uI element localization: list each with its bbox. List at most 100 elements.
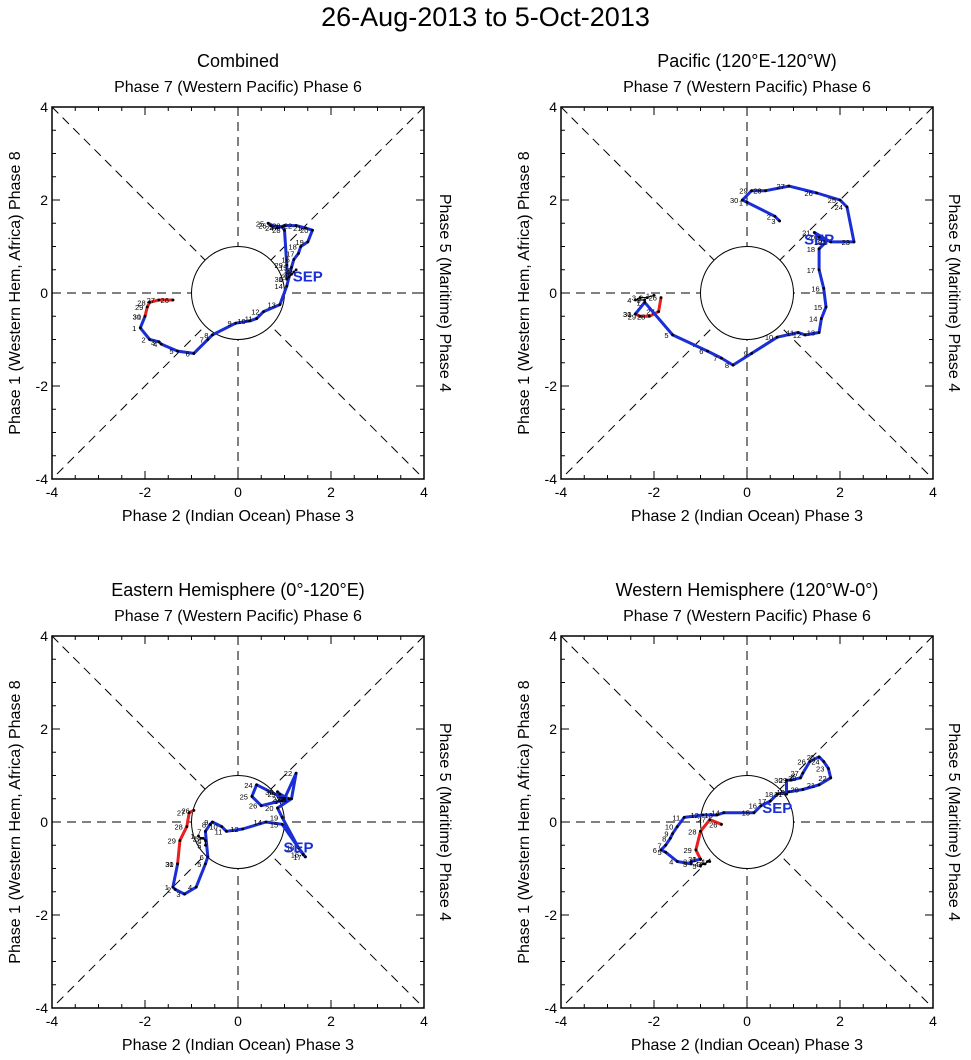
- data-point: [301, 853, 305, 856]
- data-point: [259, 804, 263, 808]
- data-point: [706, 860, 709, 863]
- x-tick-label: 2: [327, 484, 335, 500]
- day-label: 2: [683, 858, 687, 867]
- data-point: [148, 300, 152, 304]
- x-tick-label: 4: [420, 484, 428, 500]
- day-label: 1: [637, 298, 641, 307]
- day-label: 31: [133, 312, 141, 321]
- data-point: [778, 219, 781, 223]
- data-point: [280, 799, 284, 803]
- day-label: 27: [777, 182, 785, 191]
- data-point: [701, 813, 705, 817]
- data-point: [297, 846, 300, 849]
- day-label: 29: [628, 312, 636, 321]
- x-tick-label: 2: [327, 1013, 335, 1029]
- day-label: 2: [281, 273, 285, 282]
- data-point: [750, 352, 754, 355]
- day-label: 31: [165, 860, 173, 869]
- day-label: 4: [188, 883, 192, 892]
- day-label: 3: [697, 860, 701, 869]
- data-point: [720, 822, 723, 826]
- day-label: 22: [818, 774, 826, 783]
- data-point: [276, 226, 279, 230]
- day-label: 13: [704, 811, 712, 820]
- data-point: [292, 258, 296, 261]
- day-label: 6: [186, 349, 190, 358]
- data-point: [675, 860, 679, 863]
- day-label: 9: [664, 830, 668, 839]
- data-point: [634, 312, 637, 316]
- day-label: 16: [281, 256, 289, 265]
- day-label: 17: [286, 249, 294, 258]
- day-label: 14: [274, 282, 282, 291]
- y-tick-label: -2: [545, 378, 558, 394]
- data-point: [773, 214, 777, 218]
- data-point: [722, 811, 726, 815]
- data-point: [290, 273, 293, 276]
- data-point: [285, 284, 289, 288]
- day-label: 5: [169, 347, 173, 356]
- right-axis-label: Phase 5 (Maritime) Phase 4: [945, 194, 962, 392]
- data-point: [171, 298, 175, 302]
- day-label: 9: [228, 319, 232, 328]
- day-label: 29: [274, 261, 282, 270]
- day-label: 5: [637, 296, 641, 305]
- day-label: 18: [807, 245, 815, 254]
- panel-combined: Combined Phase 7 (Western Pacific) Phase …: [7, 51, 453, 525]
- day-label: 16: [811, 284, 819, 293]
- data-point: [304, 226, 307, 230]
- day-label: 11: [786, 329, 794, 338]
- day-label: 26: [709, 820, 717, 829]
- data-point: [817, 247, 821, 251]
- data-point: [241, 827, 245, 831]
- data-point: [204, 862, 207, 866]
- data-point: [668, 836, 672, 840]
- day-label: 20: [265, 804, 273, 813]
- x-tick-label: 2: [836, 1013, 844, 1029]
- x-tick-label: 0: [743, 484, 751, 500]
- data-point: [276, 806, 279, 810]
- day-label: 7: [713, 354, 717, 363]
- data-point: [266, 221, 270, 225]
- unit-circle: [700, 246, 794, 340]
- data-point: [269, 224, 272, 227]
- data-point: [283, 224, 286, 227]
- x-tick-label: 4: [929, 1013, 937, 1029]
- bottom-axis-label: Phase 2 (Indian Ocean) Phase 3: [631, 1037, 863, 1054]
- day-label: 4: [197, 837, 201, 846]
- month-label-sep: SEP: [293, 269, 323, 286]
- data-point: [145, 305, 149, 309]
- data-point: [306, 240, 310, 244]
- panel-title: Pacific (120°E-120°W): [657, 51, 836, 71]
- day-label: 26: [649, 294, 657, 303]
- day-label: 4: [695, 860, 699, 869]
- data-point: [764, 189, 767, 193]
- day-label: 23: [272, 222, 280, 231]
- data-point: [824, 305, 828, 309]
- data-point: [789, 778, 793, 782]
- data-point: [852, 240, 856, 244]
- day-label: 30: [265, 788, 273, 797]
- series-line-sep: [171, 771, 307, 896]
- x-tick-label: 0: [743, 1013, 751, 1029]
- data-point: [201, 836, 205, 840]
- data-point: [248, 319, 252, 323]
- day-label: 29: [268, 790, 276, 799]
- day-label: 5: [288, 266, 292, 275]
- data-point: [148, 338, 152, 341]
- day-label: 16: [749, 802, 757, 811]
- day-label: 23: [816, 765, 824, 774]
- data-point: [787, 790, 791, 794]
- day-label: 7: [200, 336, 204, 345]
- day-label: 19: [814, 238, 822, 247]
- day-label: 27: [646, 308, 654, 317]
- day-label: 28: [688, 827, 696, 836]
- data-point: [659, 296, 663, 300]
- day-label: 25: [828, 196, 836, 205]
- data-point: [634, 298, 637, 302]
- data-point: [664, 843, 668, 847]
- data-point: [250, 795, 254, 798]
- day-label: 26: [181, 806, 189, 815]
- data-point: [208, 822, 212, 826]
- top-axis-label: Phase 7 (Western Pacific) Phase 6: [623, 79, 871, 96]
